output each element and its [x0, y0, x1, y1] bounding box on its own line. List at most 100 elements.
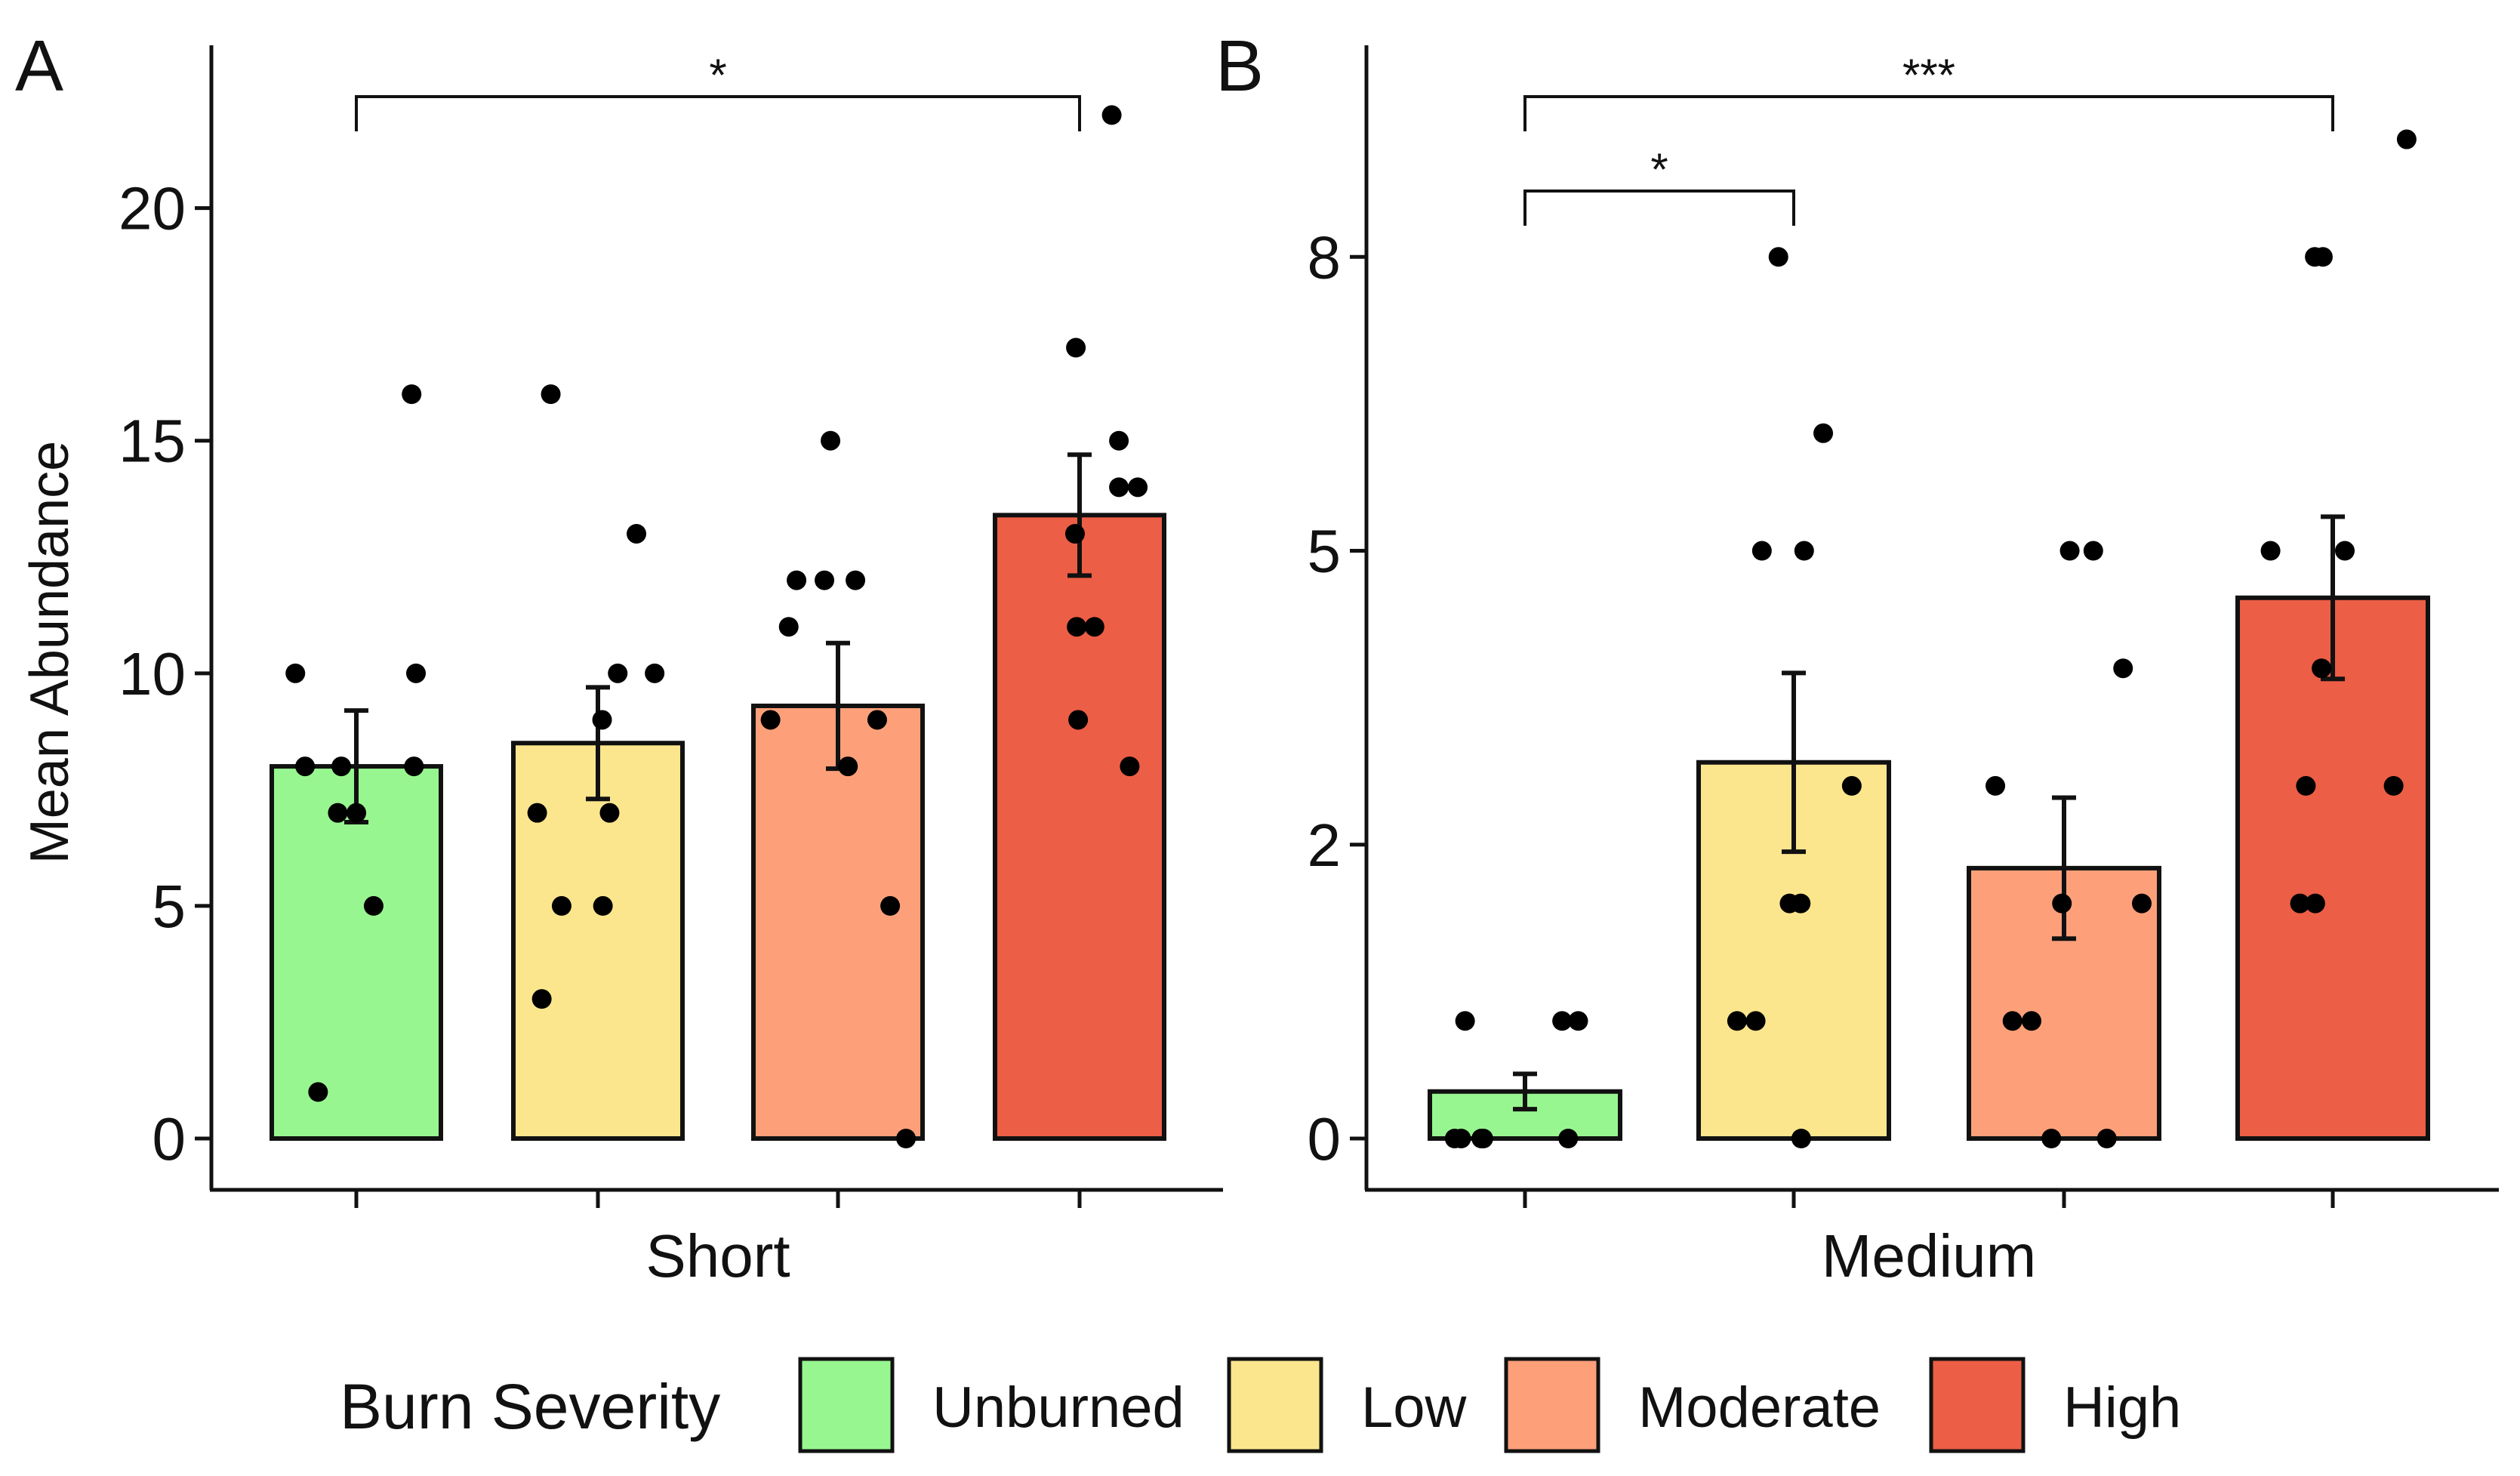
data-point — [778, 617, 799, 637]
data-point — [1064, 523, 1085, 544]
data-point — [1986, 775, 2006, 796]
data-point — [1455, 1011, 1475, 1031]
data-point — [867, 710, 887, 730]
y-tick-label: 2 — [1308, 812, 1342, 879]
y-tick-label: 0 — [1308, 1105, 1342, 1172]
data-point — [645, 663, 665, 683]
data-point — [821, 430, 841, 451]
data-point — [1068, 710, 1089, 730]
data-point — [404, 756, 424, 777]
panel-label-a: A — [15, 26, 63, 106]
legend-label-unburned: Unburned — [932, 1376, 1185, 1440]
legend-swatch-unburned — [798, 1357, 895, 1453]
data-point — [1066, 337, 1086, 358]
bar-unburned — [270, 764, 443, 1141]
significance-bracket — [1523, 190, 1795, 226]
data-point — [2052, 893, 2072, 914]
data-point — [1120, 756, 1140, 777]
data-point — [2296, 775, 2316, 796]
data-point — [1768, 247, 1788, 267]
y-tick-label: 0 — [152, 1105, 186, 1172]
y-axis-label: Mean Abundance — [20, 441, 80, 864]
data-point — [2096, 1129, 2117, 1148]
data-point — [531, 989, 552, 1009]
data-point — [2059, 541, 2080, 561]
data-point — [295, 756, 316, 777]
data-point — [2334, 541, 2355, 561]
y-tick-label: 5 — [1308, 518, 1342, 585]
legend-swatch-moderate — [1504, 1357, 1600, 1453]
data-point — [1794, 541, 1814, 561]
data-point — [1568, 1011, 1588, 1031]
y-tick-label: 8 — [1308, 223, 1342, 291]
x-axis-label: Medium — [1822, 1222, 2037, 1290]
data-point — [308, 1082, 328, 1102]
data-point — [880, 895, 901, 916]
data-point — [2312, 658, 2332, 679]
data-point — [608, 663, 628, 683]
data-point — [1813, 423, 1834, 443]
data-point — [593, 895, 613, 916]
data-point — [1751, 541, 1772, 561]
legend-swatch-high — [1929, 1357, 2026, 1453]
y-tick-label: 10 — [119, 640, 186, 707]
data-point — [627, 523, 647, 544]
legend-label-low: Low — [1361, 1376, 1468, 1440]
legend-label-high: High — [2063, 1376, 2181, 1440]
significance-label: * — [1650, 144, 1668, 195]
data-point — [328, 803, 348, 823]
y-tick-label: 20 — [119, 175, 186, 242]
data-point — [2305, 893, 2325, 914]
data-point — [331, 756, 352, 777]
x-axis-label: Short — [645, 1222, 790, 1290]
data-point — [1558, 1129, 1579, 1148]
data-point — [2021, 1011, 2041, 1031]
data-point — [406, 663, 427, 683]
data-point — [541, 384, 561, 405]
significance-label: *** — [1902, 50, 1955, 100]
significance-bracket — [355, 95, 1081, 131]
data-point — [2041, 1129, 2062, 1148]
data-point — [896, 1129, 917, 1148]
data-point — [592, 710, 612, 730]
data-point — [2131, 893, 2152, 914]
panel-label-b: B — [1215, 26, 1264, 106]
data-point — [551, 895, 571, 916]
data-point — [815, 570, 835, 590]
data-point — [2083, 541, 2103, 561]
data-point — [1109, 430, 1129, 451]
data-point — [1101, 105, 1122, 125]
data-point — [2260, 541, 2281, 561]
panel-a: 0 5 10 15 20 Short Mean Abundance * — [20, 45, 1223, 1290]
data-point — [402, 384, 422, 405]
bar-high — [2235, 595, 2430, 1141]
data-point — [285, 663, 306, 683]
data-point — [2396, 129, 2417, 149]
y-tick-label: 15 — [119, 408, 186, 475]
data-point — [760, 710, 781, 730]
data-point — [1727, 1011, 1747, 1031]
data-point — [2290, 893, 2310, 914]
legend-title: Burn Severity — [340, 1371, 720, 1442]
bar-low — [1696, 760, 1891, 1141]
bar-moderate — [751, 703, 925, 1141]
bar-low — [511, 741, 685, 1141]
data-point — [1745, 1011, 1766, 1031]
data-point — [846, 570, 866, 590]
data-point — [787, 570, 807, 590]
data-point — [1109, 477, 1129, 498]
y-tick-label: 5 — [152, 873, 186, 940]
data-point — [1084, 617, 1104, 637]
data-point — [2312, 247, 2333, 267]
data-point — [2113, 658, 2133, 679]
data-point — [838, 756, 858, 777]
data-point — [1128, 477, 1148, 498]
data-point — [2002, 1011, 2022, 1031]
significance-bracket — [1523, 95, 2334, 131]
data-point — [1471, 1129, 1492, 1148]
data-point — [1067, 617, 1087, 637]
legend-swatch-low — [1227, 1357, 1323, 1453]
legend: Burn Severity Unburned Low Moderate High — [340, 1357, 2181, 1453]
